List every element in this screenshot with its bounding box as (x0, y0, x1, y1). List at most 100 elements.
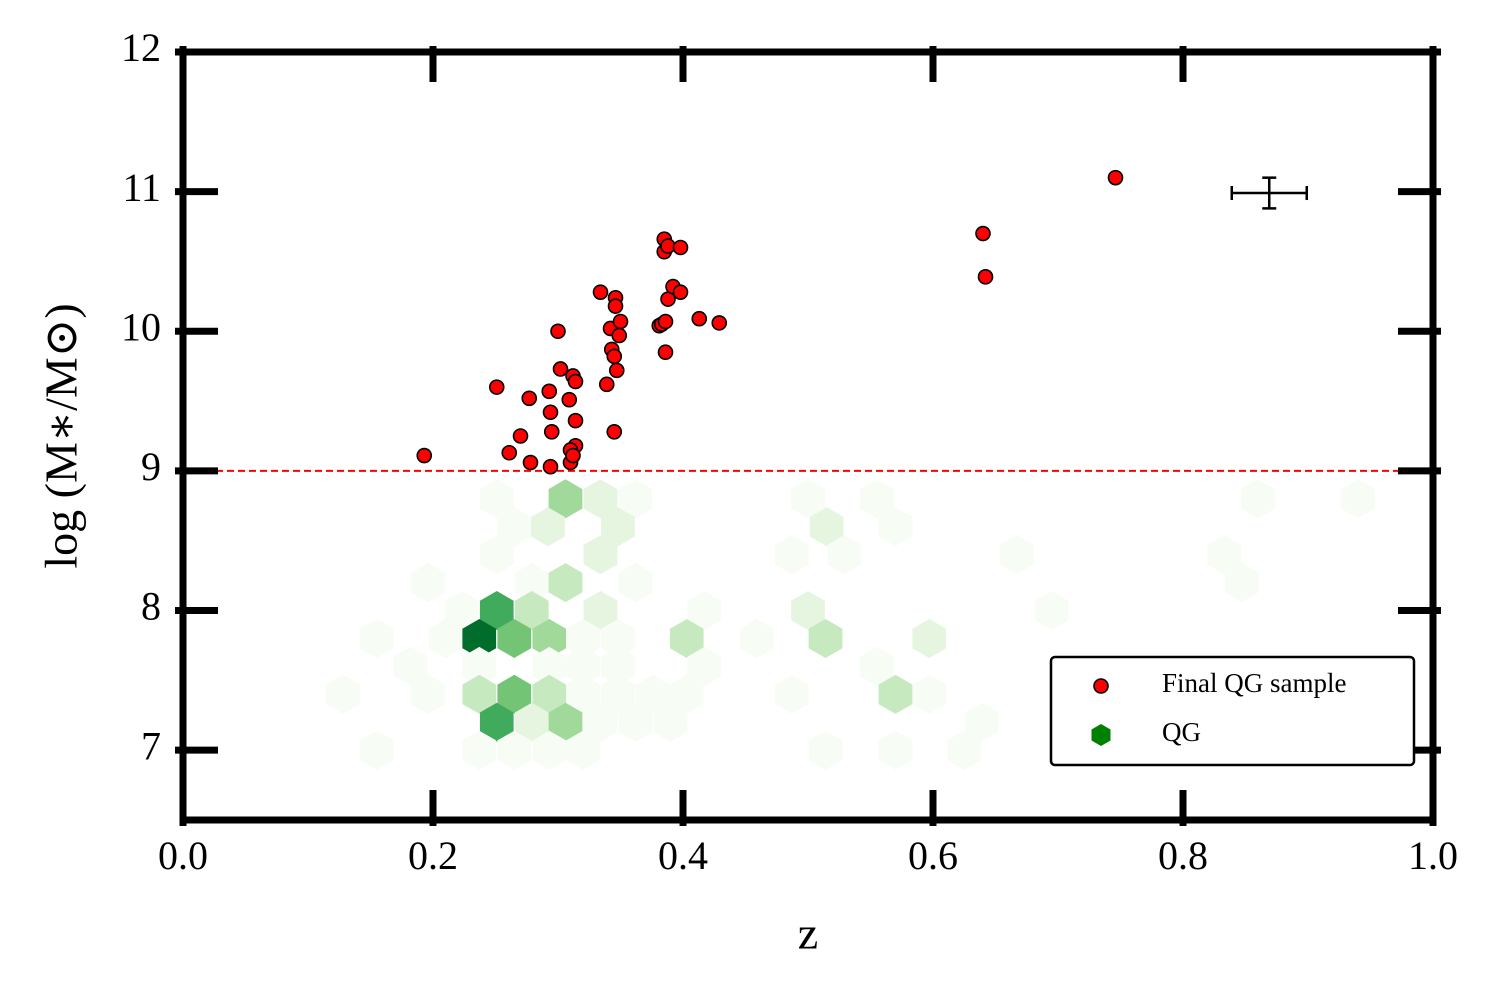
data-point (691, 310, 708, 327)
hex-cell (601, 507, 635, 547)
hex-cell (497, 619, 532, 658)
data-point (501, 444, 518, 461)
hex-cell (411, 563, 445, 603)
hex-cell (999, 535, 1034, 575)
hex-cell (912, 674, 947, 714)
hex-cell (791, 591, 825, 630)
hex-cell (393, 646, 428, 686)
hex-cell (326, 674, 360, 714)
hex-cell (497, 730, 532, 770)
x-axis-label: z (798, 908, 818, 959)
hex-cell (566, 619, 600, 658)
hex-cell (548, 702, 583, 742)
hex-cell (479, 591, 514, 630)
hex-cell (618, 563, 653, 603)
data-point (606, 424, 623, 440)
x-tick-label: 0.0 (158, 833, 208, 878)
hex-cell (859, 479, 894, 519)
hex-cell (479, 535, 514, 575)
data-point (711, 315, 728, 331)
hex-cell (1341, 479, 1375, 519)
y-axis-label: log (M∗/M⊙) (36, 303, 87, 568)
hex-cell (878, 507, 913, 547)
data-point (567, 412, 584, 429)
data-point (567, 373, 584, 390)
hex-cell (583, 591, 618, 630)
hex-cell (532, 646, 567, 686)
hex-cell (497, 674, 532, 714)
hex-cell (566, 674, 600, 714)
legend-marker (1091, 724, 1111, 746)
hex-cell (669, 619, 704, 658)
data-point (552, 361, 569, 377)
hex-cell (827, 535, 862, 575)
hex-cell (462, 619, 497, 658)
x-tick-label: 1.0 (1408, 833, 1458, 878)
hex-cell (687, 591, 722, 630)
hex-cell (532, 674, 567, 714)
hex-cell (514, 702, 549, 742)
data-point (657, 313, 674, 330)
hex-cell (462, 674, 497, 714)
data-point (612, 313, 629, 330)
hex-cell (618, 479, 653, 519)
data-point (607, 298, 624, 314)
data-point (543, 424, 560, 440)
hex-cell (428, 619, 463, 658)
data-point (542, 404, 559, 421)
hex-cell (878, 730, 913, 770)
data-point (561, 391, 578, 408)
hex-cell (947, 730, 982, 770)
hex-cell (653, 702, 688, 742)
y-tick-label: 10 (121, 304, 161, 349)
legend-marker (1093, 678, 1109, 694)
hex-cell (583, 535, 618, 575)
hex-cell (532, 619, 567, 658)
hex-cell (531, 507, 565, 547)
legend-label: Final QG sample (1162, 668, 1346, 698)
x-tick-label: 0.6 (908, 833, 958, 878)
data-point (606, 348, 623, 365)
hex-cell (774, 535, 809, 575)
hex-cell (532, 730, 567, 770)
data-point (672, 284, 689, 300)
hex-cell (808, 730, 843, 770)
x-tick-label: 0.2 (408, 833, 458, 878)
hex-cell (444, 591, 479, 630)
data-point (550, 323, 566, 340)
hex-cell (583, 479, 618, 519)
hex-cell (809, 507, 844, 547)
data-point (522, 454, 539, 471)
y-tick-label: 7 (141, 723, 161, 768)
hex-cell (878, 674, 913, 714)
hex-cell (411, 674, 445, 714)
data-point (521, 390, 538, 407)
hex-cell (669, 674, 704, 714)
y-tick-label: 9 (141, 444, 161, 489)
legend-box (1049, 655, 1416, 767)
hex-cell (601, 646, 635, 686)
hex-cell (479, 479, 514, 519)
data-point (598, 376, 615, 393)
hex-cell (601, 674, 635, 714)
data-point (512, 428, 529, 444)
data-point (977, 269, 994, 285)
hex-cell (514, 563, 549, 603)
hex-cell (739, 619, 774, 658)
hex-cell (1224, 563, 1259, 603)
hex-cell (462, 730, 497, 770)
x-tick-label: 0.4 (658, 833, 708, 878)
data-point (611, 327, 628, 344)
data-point (672, 239, 689, 256)
hex-cell (808, 619, 843, 658)
hex-cell (497, 507, 532, 547)
data-point (541, 383, 558, 400)
hex-cell (359, 619, 394, 658)
data-point (416, 447, 433, 464)
y-tick-label: 8 (141, 584, 161, 629)
legend-label: QG (1162, 717, 1201, 747)
hex-cell (1034, 591, 1069, 630)
plot-frame (179, 48, 1437, 824)
data-point (542, 458, 559, 475)
